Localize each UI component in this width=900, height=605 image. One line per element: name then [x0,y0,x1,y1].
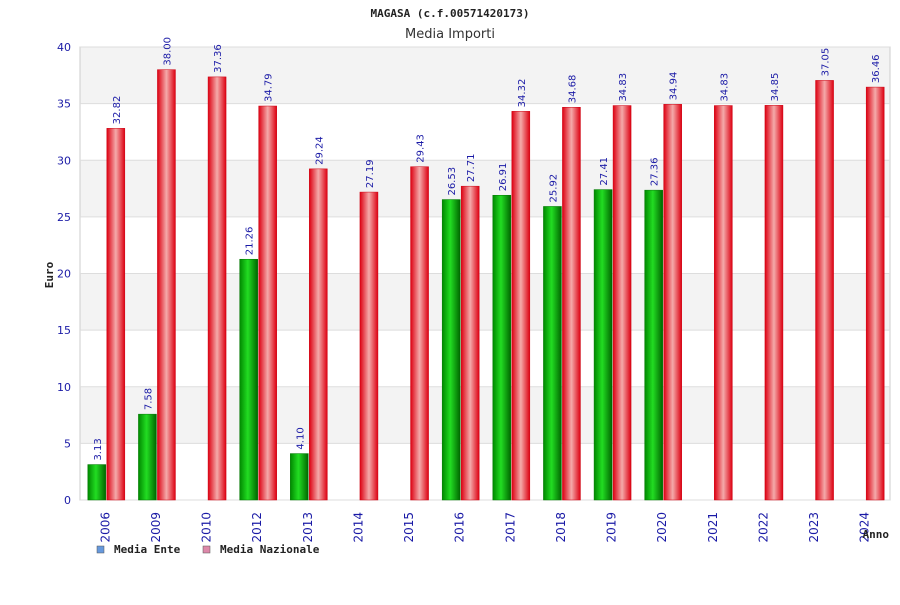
bar-media-nazionale [663,104,682,501]
data-label: 32.82 [112,96,123,125]
data-label: 27.19 [365,159,376,188]
data-label: 29.43 [416,134,427,163]
x-tick-label: 2012 [250,512,264,543]
data-label: 34.94 [669,72,680,101]
y-tick-label: 0 [64,494,71,507]
y-tick-label: 30 [57,154,71,167]
data-label: 27.36 [650,158,661,187]
data-label: 21.26 [245,227,256,256]
data-label: 34.83 [719,73,730,102]
x-tick-label: 2013 [301,512,315,543]
bar-media-nazionale [157,69,176,501]
bar-media-ente [290,453,309,501]
legend-swatch-media-nazionale [202,545,211,554]
data-label: 34.83 [618,73,629,102]
y-tick-label: 25 [57,211,71,224]
bar-media-nazionale [815,80,834,501]
x-tick-label: 2016 [453,512,467,543]
chart-subtitle: Media Importi [405,27,495,42]
data-label: 26.53 [447,167,458,196]
y-tick-label: 20 [57,268,71,281]
bar-media-nazionale [511,111,531,501]
data-label: 27.71 [466,154,477,183]
data-label: 26.91 [498,163,509,192]
y-tick-label: 10 [57,381,71,394]
bar-media-nazionale [865,86,885,501]
x-tick-label: 2014 [351,512,365,543]
data-labels: 3.13 32.82 7.58 38.00 37.36 21.26 34.79 4.10 29.… [93,37,882,461]
data-label: 7.58 [143,388,154,410]
x-tick-label: 2024 [858,512,872,543]
x-tick-label: 2009 [149,512,163,543]
x-tick-label: 2017 [503,512,517,543]
bar-media-nazionale [207,76,227,501]
y-tick-label: 15 [57,324,71,337]
chart-title: MAGASA (c.f.00571420173) [371,7,530,20]
bar-media-nazionale [612,105,632,501]
x-tick-label: 2020 [655,512,669,543]
bar-media-ente [87,464,107,501]
bar-media-ente [492,194,512,501]
x-tick-label: 2023 [807,512,821,543]
bar-media-nazionale [764,105,784,501]
y-axis-label: Euro [43,261,56,288]
x-tick-label: 2018 [554,512,568,543]
x-tick-label: 2021 [706,512,720,543]
data-label: 37.05 [821,48,832,77]
legend-label-media-nazionale: Media Nazionale [220,543,320,556]
y-tick-label: 40 [57,41,71,54]
bar-media-ente [239,258,258,501]
x-tick-label: 2010 [200,512,214,543]
bar-media-nazionale [562,106,581,501]
y-tick-label: 5 [64,437,71,450]
data-label: 38.00 [162,37,173,66]
bars [87,69,885,501]
y-tick-label: 35 [57,98,71,111]
data-label: 34.32 [517,79,528,108]
bar-media-nazionale [258,105,277,501]
data-label: 37.36 [213,44,224,73]
data-label: 3.13 [93,438,104,460]
data-label: 4.10 [295,427,306,449]
x-tick-label: 2022 [756,512,770,543]
bar-media-nazionale [410,166,429,501]
x-axis-ticks: 2006 2009 2010 2012 2013 2014 2015 2016 2017 2018… [98,512,871,543]
data-label: 34.79 [264,73,275,102]
bar-media-nazionale [714,105,733,501]
bar-media-nazionale [359,191,379,501]
bar-media-ente [138,413,157,501]
legend: Media Ente Media Nazionale [96,543,320,556]
data-label: 25.92 [548,174,559,203]
data-label: 36.46 [871,54,882,83]
bar-media-nazionale [460,185,480,501]
data-label: 29.24 [314,136,325,165]
y-axis-ticks: 0 5 10 15 20 25 30 35 40 [57,41,71,507]
bar-media-nazionale [309,168,328,501]
bar-media-nazionale [106,128,126,501]
bar-media-ente [441,199,461,501]
x-tick-label: 2006 [98,512,112,543]
plot-band [80,47,890,104]
x-tick-label: 2019 [605,512,619,543]
x-tick-label: 2015 [402,512,416,543]
data-label: 34.85 [770,73,781,102]
legend-label-media-ente: Media Ente [114,543,181,556]
bar-media-ente [543,206,562,501]
x-axis-label: Anno [863,528,890,541]
data-label: 34.68 [567,75,578,104]
legend-swatch-media-ente [96,545,105,554]
bar-media-ente [593,189,613,501]
bar-media-ente [644,189,663,501]
data-label: 27.41 [599,157,610,186]
